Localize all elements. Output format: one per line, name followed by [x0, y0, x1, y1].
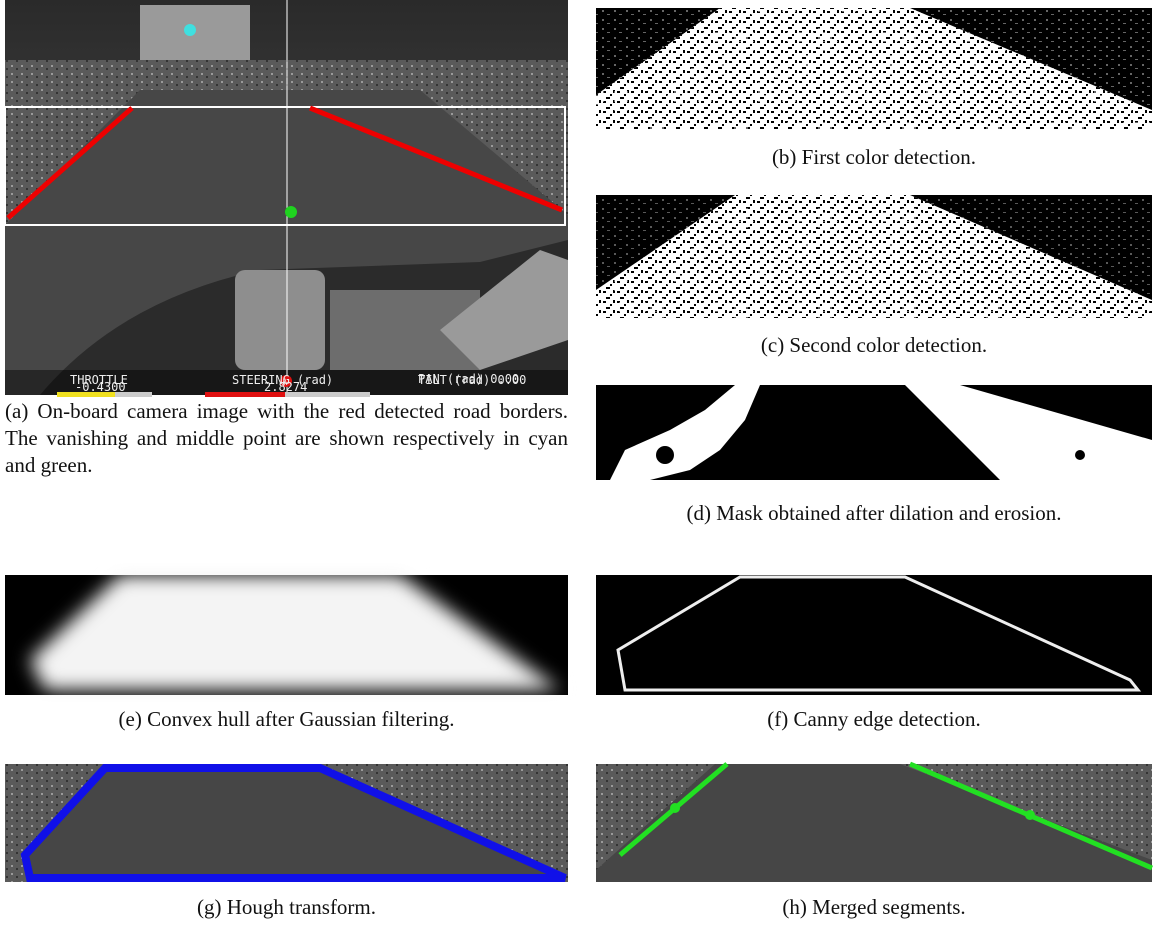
hud-throttle-value: -0.4300: [75, 380, 126, 394]
caption: (g) Hough transform.: [196, 895, 377, 919]
hud-steering-label: STEERING (rad): [232, 373, 333, 387]
convex-hull: [5, 575, 568, 695]
canny-edges: [596, 575, 1152, 695]
merged-segments: [596, 761, 1153, 882]
hud-throttle-label: THROTTLE: [70, 373, 128, 387]
hud-steering-marker: A: [282, 378, 288, 388]
hough-transform: [5, 764, 568, 882]
caption: (c) Second color detection.: [760, 333, 988, 357]
hud-steering-value: 2.8274: [264, 380, 307, 394]
camera-image: THROTTLE STEERING (rad) A TILT (rad) 0.0…: [4, 0, 568, 397]
color-detection-1: [596, 8, 1152, 130]
caption: (d) Mask obtained after dilation and ero…: [686, 501, 1062, 525]
caption: (f) Canny edge detection.: [767, 707, 981, 731]
caption: (b) First color detection.: [771, 145, 977, 169]
caption: (a) On-board camera image with the red d…: [5, 399, 568, 477]
color-detection-2: [596, 195, 1152, 318]
hud-pan: PAN (rad) 0.00: [418, 372, 519, 386]
caption: (h) Merged segments.: [782, 895, 966, 919]
caption: (e) Convex hull after Gaussian filtering…: [118, 707, 455, 731]
hud-tilt: TILT (rad) 0.00: [418, 373, 526, 387]
mask: [596, 385, 1152, 480]
